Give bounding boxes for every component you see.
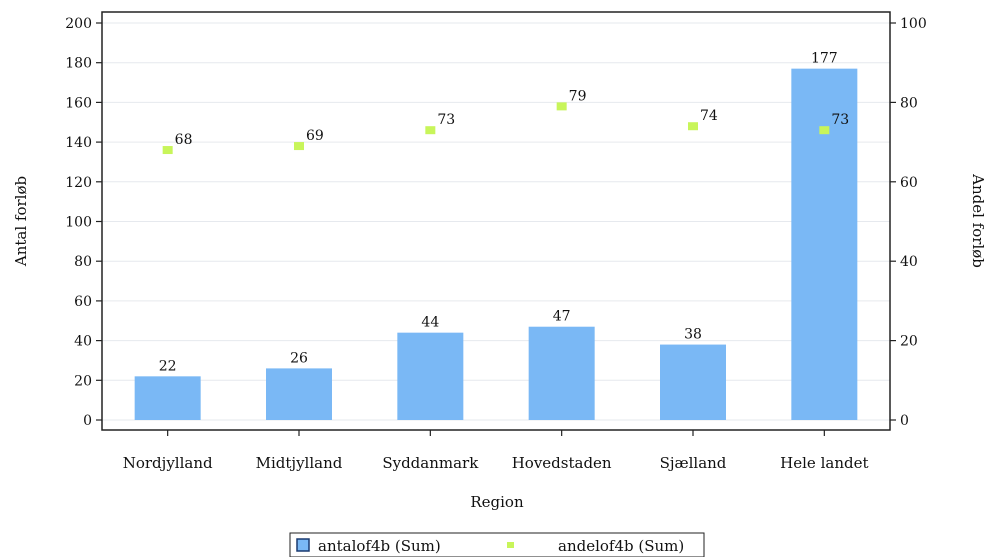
marker-point — [294, 142, 304, 151]
legend-swatch-markers — [507, 542, 514, 548]
marker-data-label: 74 — [700, 108, 718, 124]
y2-tick-label: 0 — [900, 413, 909, 429]
y-tick-label: 120 — [65, 175, 92, 191]
legend-label-bars: antalof4b (Sum) — [318, 537, 441, 555]
marker-point — [556, 102, 567, 111]
y2-tick-label: 60 — [900, 175, 918, 191]
y2-tick-label: 100 — [900, 16, 927, 32]
bar-data-label: 47 — [553, 309, 571, 325]
bar — [134, 376, 201, 420]
y-tick-label: 160 — [65, 95, 92, 111]
marker-data-label: 68 — [175, 132, 193, 148]
legend: antalof4b (Sum) andelof4b (Sum) — [289, 532, 705, 557]
y2-axis-title: Andel forløb — [969, 173, 987, 268]
bar — [528, 326, 595, 420]
x-tick-label: Hovedstaden — [512, 454, 612, 472]
y2-tick-label: 20 — [900, 334, 918, 350]
y-tick-label: 140 — [65, 135, 92, 151]
x-tick-label: Sjælland — [660, 454, 727, 472]
marker-point — [162, 146, 173, 155]
bar-data-label: 177 — [811, 51, 838, 67]
marker-point — [688, 122, 698, 131]
y-tick-label: 180 — [65, 56, 92, 72]
x-axis-title: Region — [470, 493, 524, 511]
y-tick-label: 20 — [74, 373, 92, 389]
y-tick-label: 0 — [83, 413, 92, 429]
x-tick-label: Hele landet — [780, 454, 868, 472]
marker-point — [819, 126, 830, 135]
bar-series — [134, 68, 858, 420]
x-tick-label: Syddanmark — [382, 454, 479, 472]
x-tick-label: Midtjylland — [256, 454, 343, 472]
y-axis-title: Antal forløb — [12, 176, 30, 267]
bar — [266, 368, 332, 420]
legend-label-markers: andelof4b (Sum) — [558, 537, 684, 555]
y-tick-label: 200 — [65, 16, 92, 32]
bar — [660, 344, 726, 420]
y-tick-label: 80 — [74, 254, 92, 270]
bar-data-label: 26 — [290, 350, 308, 366]
y-tick-label: 40 — [74, 334, 92, 350]
bar — [397, 332, 464, 420]
bar-data-label: 22 — [159, 358, 177, 374]
y-tick-label: 100 — [65, 215, 92, 231]
data-labels: 22 26 44 47 38 177 68 69 73 79 74 73 — [159, 51, 849, 375]
marker-data-label: 79 — [569, 88, 587, 104]
y2-tick-label: 80 — [900, 95, 918, 111]
marker-point — [425, 126, 436, 135]
marker-data-label: 73 — [437, 112, 455, 128]
grid-lines — [102, 22, 890, 421]
marker-series — [162, 102, 830, 155]
y2-tick-label: 40 — [900, 254, 918, 270]
legend-swatch-bars — [296, 538, 310, 552]
axes: 0 20 40 60 80 100 120 140 160 180 200 0 20 40 60 80 100 N… — [65, 11, 927, 472]
x-tick-label: Nordjylland — [123, 454, 213, 472]
legend-box — [289, 532, 705, 557]
bar-data-label: 38 — [684, 327, 702, 343]
marker-data-label: 69 — [306, 128, 324, 144]
y-tick-label: 60 — [74, 294, 92, 310]
marker-data-label: 73 — [831, 112, 849, 128]
bar-data-label: 44 — [421, 315, 439, 331]
